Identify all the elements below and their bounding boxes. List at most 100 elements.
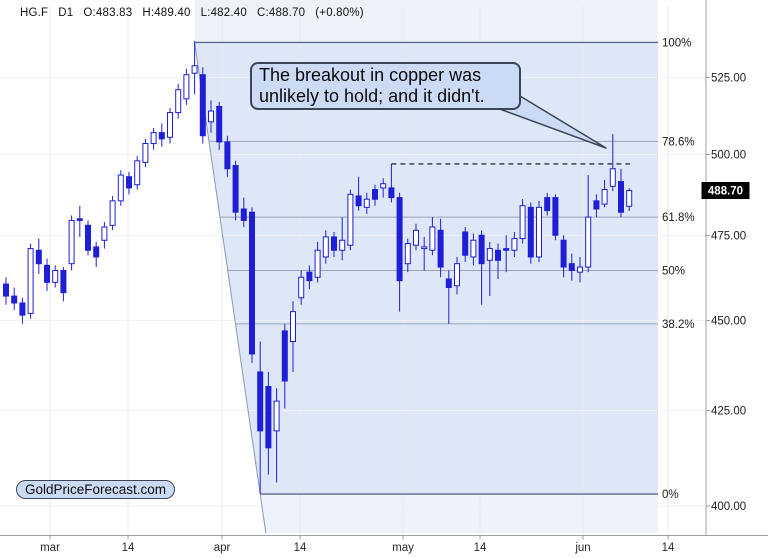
candlestick <box>593 194 600 218</box>
candle-body-down <box>93 246 100 258</box>
candle-body-down <box>396 197 403 282</box>
candlestick <box>421 236 428 271</box>
candle-body-up <box>413 229 419 246</box>
x-axis-label: 14 <box>474 542 487 554</box>
candle-body-up <box>322 236 329 258</box>
candle-body-up <box>519 205 526 240</box>
fib-trend-line[interactable] <box>194 42 267 534</box>
candlestick <box>601 179 608 208</box>
candlestick <box>11 287 18 310</box>
fib-label: 61.8% <box>662 212 695 224</box>
candle-body-up <box>150 132 157 145</box>
candle-body-down <box>216 105 223 143</box>
candle-body-down <box>60 269 67 294</box>
close-value: C:488.70 <box>256 7 306 19</box>
candle-body-up <box>347 193 354 246</box>
candle-body-down <box>265 385 272 449</box>
candle-body-up <box>421 246 428 250</box>
candlestick <box>199 67 206 144</box>
candle-body-down <box>19 302 26 316</box>
candlestick <box>257 341 264 495</box>
candle-body-up <box>208 110 214 123</box>
price-axis-label: 525.00 <box>711 73 746 85</box>
candlestick <box>298 270 305 305</box>
last-price-badge <box>701 181 750 199</box>
candlestick <box>404 238 411 273</box>
candle-body-up <box>175 89 182 114</box>
fib-retracement-shading <box>194 42 658 495</box>
candlestick <box>85 220 91 256</box>
candlestick <box>52 265 59 288</box>
x-axis-label: mar <box>40 542 60 554</box>
candlestick <box>290 301 296 372</box>
annotation-callout[interactable]: The breakout in copper was unlikely to h… <box>250 62 521 110</box>
candlestick <box>249 207 255 363</box>
open-value: O:483.83 <box>83 7 133 19</box>
candle-body-down <box>232 165 239 213</box>
candle-body-down <box>462 231 469 256</box>
candlestick <box>380 178 387 198</box>
candlestick <box>19 297 26 324</box>
candlestick <box>511 231 518 257</box>
candlestick <box>429 217 436 256</box>
low-value: L:482.40 <box>200 7 247 19</box>
candle-body-up <box>454 263 460 287</box>
candlestick <box>445 270 452 324</box>
candle-body-down <box>126 176 132 189</box>
x-axis-label: jun <box>574 542 590 554</box>
candlestick <box>314 241 321 283</box>
candle-body-down <box>527 206 534 258</box>
candlestick <box>224 135 231 177</box>
x-axis-label: 14 <box>122 542 135 554</box>
candlestick <box>355 176 362 211</box>
candle-body-down <box>372 189 378 200</box>
candlestick <box>35 238 42 274</box>
candlestick <box>281 323 288 409</box>
x-axis-label: apr <box>214 542 231 554</box>
candlestick <box>495 243 501 279</box>
candle-body-down <box>552 197 559 236</box>
candlestick <box>3 277 9 305</box>
candle-body-down <box>158 132 165 140</box>
candle-body-up <box>273 400 280 432</box>
candle-body-up <box>191 65 198 74</box>
candle-body-up <box>626 189 633 207</box>
candlestick <box>109 195 116 231</box>
candlestick <box>388 163 395 203</box>
candlestick <box>363 192 370 214</box>
price-axis-label: 425.00 <box>711 405 746 417</box>
annotation-line-1: The breakout in copper was <box>259 65 482 85</box>
candlestick <box>544 192 551 216</box>
candle-body-down <box>35 249 42 265</box>
candle-body-down <box>44 264 50 283</box>
candlestick <box>372 184 378 206</box>
candle-body-down <box>85 224 91 251</box>
price-axis-label: 475.00 <box>711 230 746 242</box>
candle-body-down <box>281 330 288 382</box>
candlestick <box>240 197 247 227</box>
candle-body-down <box>240 208 247 221</box>
candlestick <box>134 156 141 190</box>
watermark-text: GoldPriceForecast.com <box>25 482 167 497</box>
candle-body-down <box>478 234 485 265</box>
candlestick <box>126 171 132 195</box>
candlestick <box>183 68 190 105</box>
candle-body-down <box>3 283 9 297</box>
candlestick <box>76 205 83 237</box>
candle-body-up <box>167 112 173 138</box>
candlestick <box>577 256 583 283</box>
watermark-badge: GoldPriceForecast.com <box>16 480 176 499</box>
candle-body-down <box>437 229 444 268</box>
x-axis-label: 14 <box>662 542 675 554</box>
candlestick <box>568 253 575 281</box>
candle-body-down <box>355 195 362 207</box>
candle-body-up <box>363 198 370 208</box>
candlestick <box>167 107 173 144</box>
candle-body-down <box>568 263 575 271</box>
candle-body-up <box>536 206 542 258</box>
candle-body-up <box>298 276 305 299</box>
candle-body-down <box>560 239 567 268</box>
fib-label: 38.2% <box>662 319 695 331</box>
